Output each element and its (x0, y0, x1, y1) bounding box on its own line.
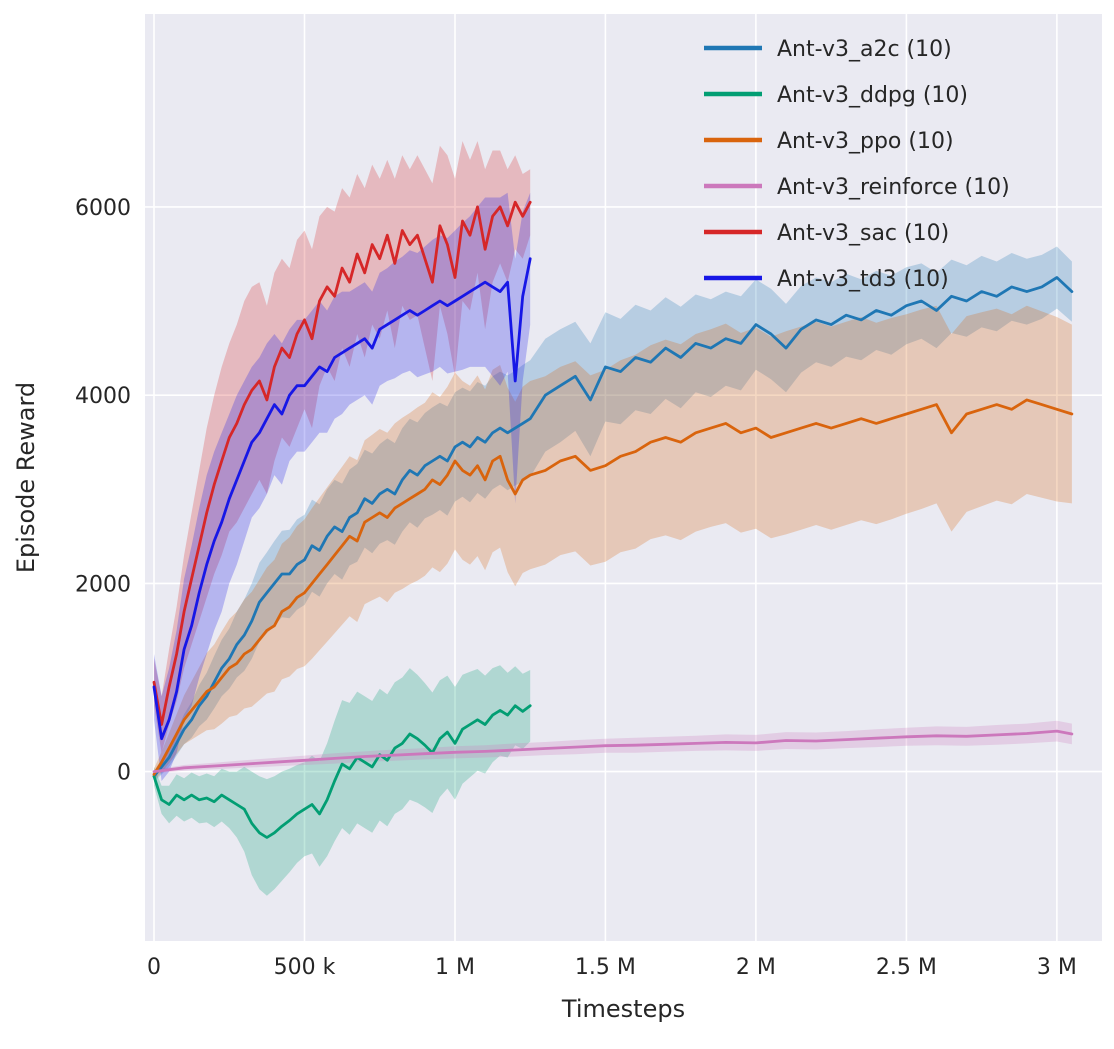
legend-label-td3: Ant-v3_td3 (10) (777, 267, 949, 292)
legend-label-sac: Ant-v3_sac (10) (777, 221, 949, 246)
legend-label-ddpg: Ant-v3_ddpg (10) (777, 83, 968, 108)
x-tick-label: 1.5 M (575, 955, 636, 980)
y-tick-label: 4000 (75, 384, 131, 409)
x-tick-label: 0 (147, 955, 161, 980)
x-tick-label: 3 M (1037, 955, 1077, 980)
x-tick-label: 2 M (736, 955, 776, 980)
series-line-ppo (152, 398, 1074, 776)
x-tick-label: 2.5 M (876, 955, 937, 980)
series-band-ddpg (154, 665, 531, 896)
y-tick-label: 0 (117, 761, 131, 786)
x-tick-label: 500 k (274, 955, 336, 980)
series-line-ddpg (152, 704, 532, 839)
series-line-a2c (152, 276, 1074, 778)
series-band-sac (154, 141, 531, 753)
x-axis-label: Timesteps (561, 995, 685, 1023)
y-tick-label: 2000 (75, 572, 131, 597)
legend-label-a2c: Ant-v3_a2c (10) (777, 37, 952, 62)
y-tick-label: 6000 (75, 196, 131, 221)
legend-label-reinforce: Ant-v3_reinforce (10) (777, 175, 1010, 200)
series-line-td3 (152, 257, 532, 741)
series-line-reinforce (152, 729, 1074, 773)
series-band-td3 (154, 192, 531, 782)
y-axis-label: Episode Reward (12, 382, 40, 573)
legend-label-ppo: Ant-v3_ppo (10) (777, 129, 954, 154)
series-band-a2c (154, 246, 1072, 782)
x-tick-label: 1 M (435, 955, 475, 980)
series-line-sac (152, 200, 532, 726)
series-band-reinforce (154, 720, 1072, 774)
